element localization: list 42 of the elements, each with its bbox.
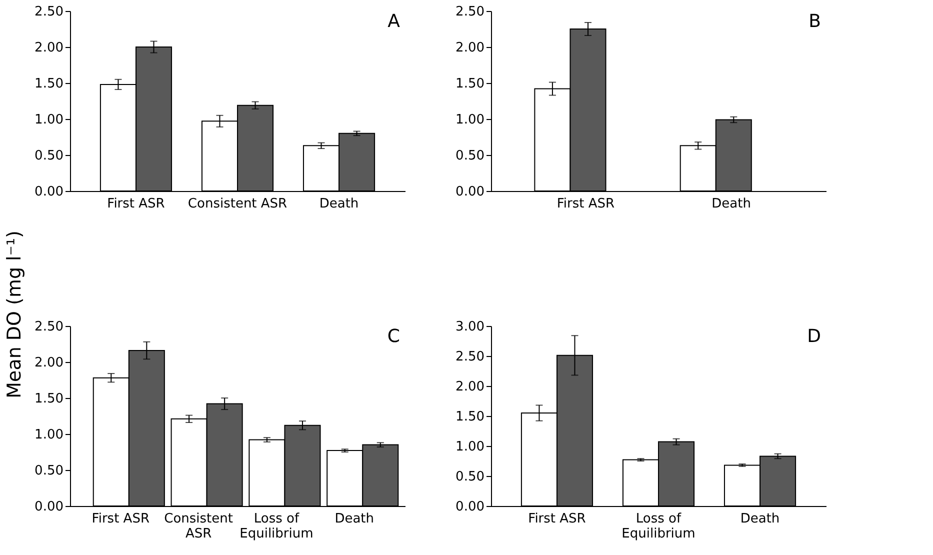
x-tick-label: First ASR (107, 196, 165, 212)
y-tick-label: 1.50 (34, 76, 64, 92)
y-tick-label: 2.00 (456, 40, 484, 56)
x-tick-label: Death (319, 196, 359, 212)
y-tick-label: 0.00 (34, 500, 64, 514)
y-tick-label: 0.50 (456, 470, 484, 484)
x-tick-label: First ASR (528, 512, 586, 526)
annotation: A (388, 11, 401, 32)
y-tick-label: 2.00 (456, 380, 484, 394)
y-tick-label: 0.00 (34, 184, 64, 200)
annotation: C (387, 326, 400, 347)
x-tick-label: First ASR (556, 196, 615, 212)
y-tick-label: 1.00 (456, 440, 484, 454)
y-tick-label: 2.00 (34, 356, 64, 370)
y-tick-label: 1.50 (456, 410, 484, 424)
y-tick-label: 2.00 (34, 40, 64, 56)
y-tick-label: 0.00 (456, 500, 484, 514)
y-tick-label: 2.50 (34, 320, 64, 334)
x-tick-label: Death (712, 196, 751, 212)
y-tick-label: 0.50 (456, 148, 484, 164)
y-tick-label: 0.50 (34, 464, 64, 478)
y-tick-label: 1.50 (456, 76, 484, 92)
y-tick-label: 3.00 (456, 320, 484, 334)
y-tick-label: 1.00 (456, 112, 484, 128)
y-tick-label: 2.50 (456, 350, 484, 364)
annotation: B (808, 11, 821, 32)
annotation: D (807, 326, 821, 347)
y-tick-label: 0.00 (456, 184, 484, 200)
x-tick-label: First ASR (92, 512, 150, 526)
x-tick-label: Consistent ASR (188, 196, 288, 212)
y-axis-title: Mean DO (mg l⁻¹) (4, 230, 26, 398)
x-tick-label: Death (740, 512, 780, 526)
x-tick-label: Death (334, 512, 374, 526)
y-tick-label: 0.50 (34, 148, 64, 164)
y-tick-label: 2.50 (34, 4, 64, 20)
x-tick-label: Loss of Equilibrium (622, 512, 696, 542)
y-tick-label: 2.50 (456, 4, 484, 20)
y-tick-label: 1.00 (34, 112, 64, 128)
y-tick-label: 1.50 (34, 392, 64, 406)
y-tick-label: 1.00 (34, 428, 64, 442)
x-tick-label: Consistent ASR (164, 512, 233, 542)
x-tick-label: Loss of Equilibrium (240, 512, 314, 542)
